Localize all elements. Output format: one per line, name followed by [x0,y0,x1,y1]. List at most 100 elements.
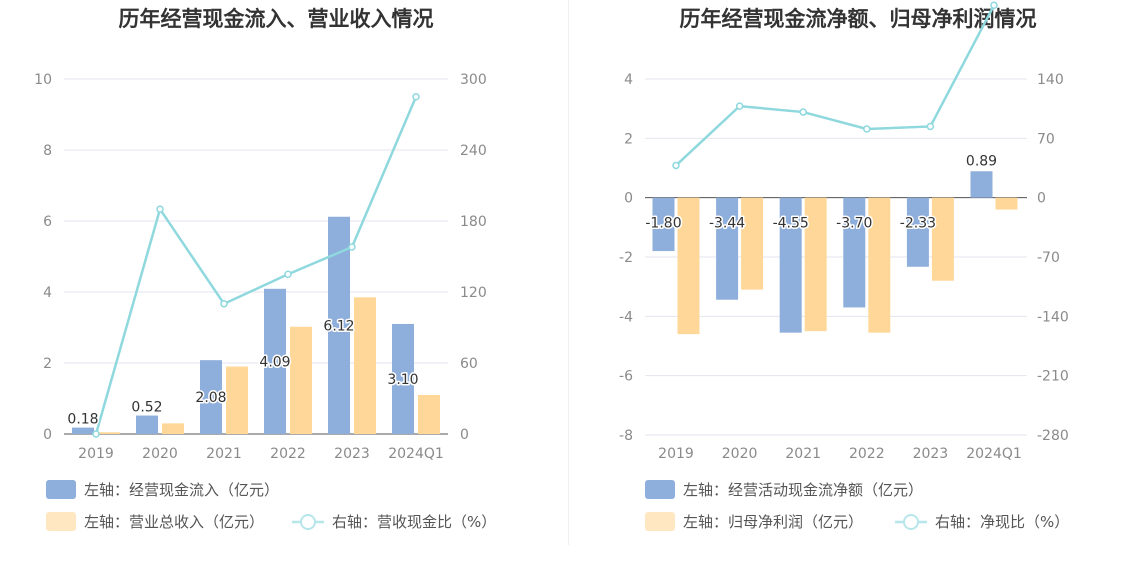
category-tick-label: 2022 [849,446,885,462]
primary-bar [136,415,158,434]
left-axis-tick-label: -6 [619,369,633,385]
legend-swatch-secondary [645,512,675,531]
category-tick-label: 2024Q1 [966,446,1022,462]
secondary-bar [868,197,891,333]
right-axis-tick-label: 120 [460,285,487,301]
ratio-line [675,4,996,167]
category-tick-label: 2019 [78,446,114,462]
ratio-point [92,430,100,438]
category-tick-label: 2024Q1 [388,446,444,462]
chart-2: 历年经营现金流净额、归母净利润情况 -8 -280 -6 -210 -4 -140 -2 -70… [619,1,1069,531]
legend: 左轴：经营活动现金流净额（亿元） 左轴：归母净利润（亿元） 右轴：净现比（%） [645,480,1069,531]
legend-label-primary: 左轴：经营现金流入（亿元） [84,481,279,499]
primary-bar [906,197,929,267]
left-axis-tick-label: 2 [43,356,52,372]
primary-bar [716,197,739,300]
bar-value-label: 0.89 [966,153,997,169]
legend-swatch-primary [46,480,76,499]
right-axis-tick-label: 240 [460,143,487,159]
primary-bar [328,216,350,434]
primary-bar [200,360,222,434]
secondary-bar [162,423,184,434]
bar-value-label: -2.33 [900,216,936,232]
right-axis-tick-label: 0 [1037,191,1046,207]
left-axis-tick-label: 4 [43,285,52,301]
left-axis-tick-label: 0 [624,191,633,207]
right-axis-tick-label: 60 [460,356,478,372]
ratio-point [284,270,292,278]
bar-value-label: -4.55 [773,216,809,232]
secondary-bar [418,394,440,434]
legend-label-line: 右轴：营收现金比（%） [332,513,496,531]
legend-label-line: 右轴：净现比（%） [935,513,1069,531]
secondary-bar [741,197,764,290]
ratio-point [990,1,998,10]
left-axis-tick-label: 6 [43,214,52,230]
right-axis-tick-label: 0 [460,427,469,443]
legend-swatch-secondary [46,512,76,531]
ratio-point [348,243,356,251]
category-tick-label: 2023 [913,446,949,462]
legend-swatch-primary [645,480,675,499]
right-axis-tick-label: 300 [460,72,487,88]
legend-label-primary: 左轴：经营活动现金流净额（亿元） [683,481,923,499]
legend-marker-icon [903,514,919,530]
primary-bar [264,288,286,434]
secondary-bar [804,197,827,332]
secondary-bar [354,297,376,434]
secondary-bar [226,366,248,434]
legend: 左轴：经营现金流入（亿元） 左轴：营业总收入（亿元） 右轴：营收现金比（%） [46,480,496,531]
bar-value-label: -3.44 [709,216,745,232]
legend-marker-icon [300,514,316,530]
bar-value-label: 4.09 [259,354,290,370]
right-axis-tick-label: -70 [1037,250,1060,266]
category-tick-label: 2021 [785,446,821,462]
ratio-point [156,205,164,213]
ratio-point [799,108,807,116]
legend-label-secondary: 左轴：归母净利润（亿元） [683,513,863,531]
ratio-point [926,122,935,131]
primary-bar [392,323,414,434]
category-tick-label: 2022 [270,446,306,462]
panel-divider [568,0,569,545]
primary-bar [652,197,675,252]
left-axis-tick-label: 2 [624,131,633,147]
bar-value-label: -3.70 [836,216,872,232]
primary-bar [72,427,94,434]
right-axis-tick-label: 180 [460,214,487,230]
right-axis-tick-label: 70 [1037,131,1055,147]
category-tick-label: 2021 [206,446,242,462]
chart-1: 历年经营现金流入、营业收入情况 0 0 2 60 4 120 6 180 8 240 10 300 201… [34,7,496,531]
right-axis-tick-label: -210 [1037,369,1069,385]
secondary-bar [931,197,954,281]
left-axis-tick-label: -8 [619,428,633,444]
chart-title: 历年经营现金流入、营业收入情况 [119,7,434,31]
bar-value-label: -1.80 [645,216,681,232]
bar-value-label: 2.08 [195,390,226,406]
secondary-bar [290,326,312,434]
left-axis-tick-label: 8 [43,143,52,159]
primary-bar [843,197,866,308]
secondary-bar [98,432,120,434]
ratio-point [672,161,680,170]
bar-value-label: 3.10 [387,372,418,388]
primary-bar [779,197,802,333]
right-axis-tick-label: -140 [1037,309,1069,325]
left-axis-tick-label: -4 [619,309,633,325]
ratio-point [863,125,871,133]
category-tick-label: 2019 [658,446,694,462]
ratio-point [412,93,420,101]
left-axis-tick-label: 10 [34,72,52,88]
legend-label-secondary: 左轴：营业总收入（亿元） [84,513,264,531]
ratio-point [220,300,228,308]
left-axis-tick-label: -2 [619,250,633,266]
bar-value-label: 0.52 [131,400,162,416]
bar-value-label: 0.18 [67,412,98,428]
primary-bar [970,171,993,198]
bar-value-label: 6.12 [323,318,354,334]
secondary-bar [677,197,700,335]
right-axis-tick-label: 140 [1037,72,1064,88]
left-axis-tick-label: 0 [43,427,52,443]
category-tick-label: 2020 [142,446,178,462]
